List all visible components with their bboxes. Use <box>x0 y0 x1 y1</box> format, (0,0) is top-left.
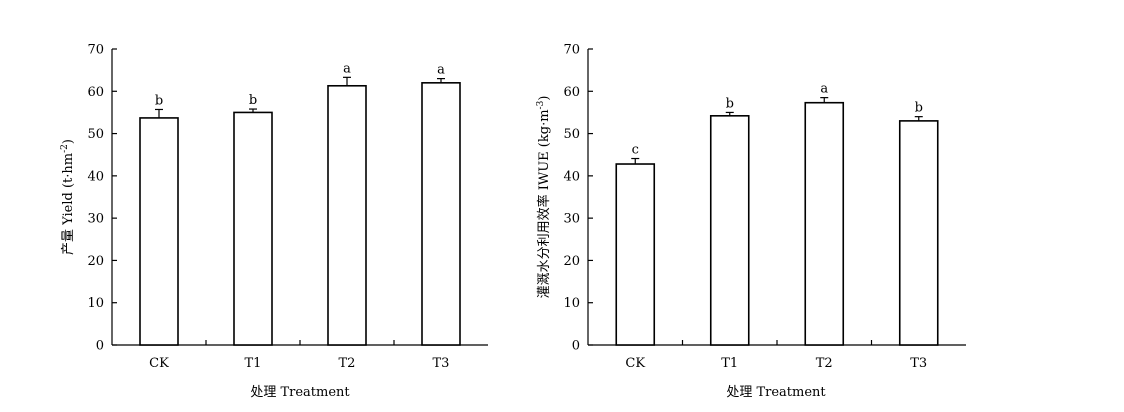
x-tick-label: T1 <box>721 356 738 371</box>
x-axis-title: 处理 Treatment <box>250 385 350 400</box>
y-tick-label: 40 <box>563 169 580 184</box>
y-tick-label: 50 <box>563 127 580 142</box>
bar-t3 <box>421 82 461 346</box>
y-tick-label: 30 <box>87 212 104 227</box>
significance-label: b <box>249 93 257 108</box>
significance-label: a <box>343 61 351 76</box>
significance-label: b <box>726 96 734 111</box>
significance-label: b <box>915 101 923 116</box>
y-tick-label: 20 <box>87 254 104 269</box>
y-tick-label: 20 <box>563 254 580 269</box>
x-tick-label: CK <box>625 356 645 371</box>
y-tick-label: 70 <box>563 43 580 58</box>
bar-t1 <box>233 111 273 346</box>
bar-ck <box>615 163 656 346</box>
bar-t2 <box>804 101 845 346</box>
y-tick-label: 30 <box>563 212 580 227</box>
x-axis-title: 处理 Treatment <box>726 385 826 400</box>
x-tick-label: T2 <box>339 356 356 371</box>
significance-label: b <box>155 93 163 108</box>
y-tick-label: 60 <box>563 85 580 100</box>
y-tick-label: 60 <box>87 85 104 100</box>
bar-t1 <box>709 115 750 346</box>
significance-label: a <box>820 82 828 97</box>
y-tick-label: 70 <box>87 43 104 58</box>
bar-ck <box>139 117 179 346</box>
y-axis-title: 灌溉水分利用效率 IWUE (kg·m-3) <box>536 96 552 299</box>
bar-t2 <box>327 84 367 346</box>
significance-label: c <box>632 143 639 158</box>
y-tick-label: 50 <box>87 127 104 142</box>
x-tick-label: T3 <box>910 356 927 371</box>
y-tick-label: 10 <box>563 296 580 311</box>
x-tick-label: T1 <box>245 356 262 371</box>
x-tick-label: T2 <box>816 356 833 371</box>
bar-t3 <box>898 120 939 346</box>
y-axis-title: 产量 Yield (t·hm-2) <box>60 139 76 255</box>
iwue-chart: 灌溉水分利用效率 IWUE (kg·m-3) 处理 Treatment 0 10 2… <box>536 43 966 400</box>
y-tick-label: 0 <box>96 339 104 354</box>
y-tick-label: 0 <box>572 339 580 354</box>
y-tick-label: 10 <box>87 296 104 311</box>
yield-chart: 产量 Yield (t·hm-2) 处理 Treatment 0 10 20 30 40… <box>60 43 488 400</box>
x-tick-label: T3 <box>433 356 450 371</box>
x-tick-label: CK <box>149 356 169 371</box>
y-tick-label: 40 <box>87 169 104 184</box>
significance-label: a <box>437 63 445 78</box>
